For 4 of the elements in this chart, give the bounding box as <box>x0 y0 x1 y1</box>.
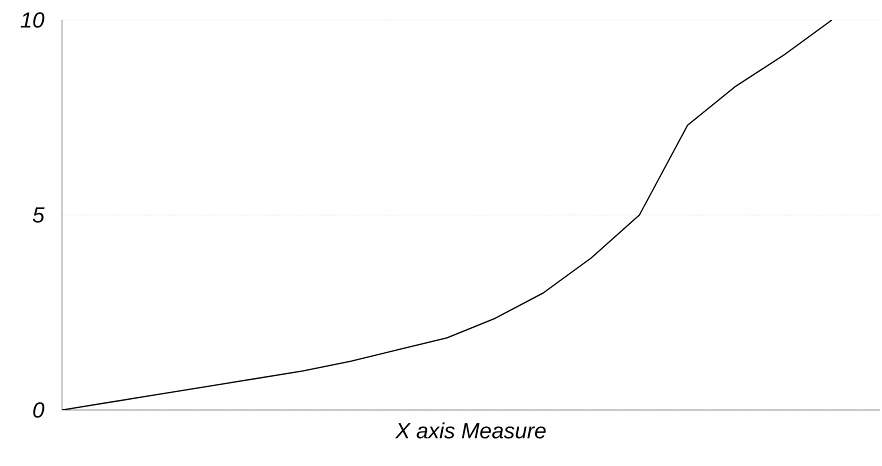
y-tick-label: 10 <box>20 12 44 28</box>
x-axis-title: X axis Measure <box>395 422 546 438</box>
y-tick-label: 0 <box>33 402 44 418</box>
y-tick-label: 5 <box>32 207 45 223</box>
